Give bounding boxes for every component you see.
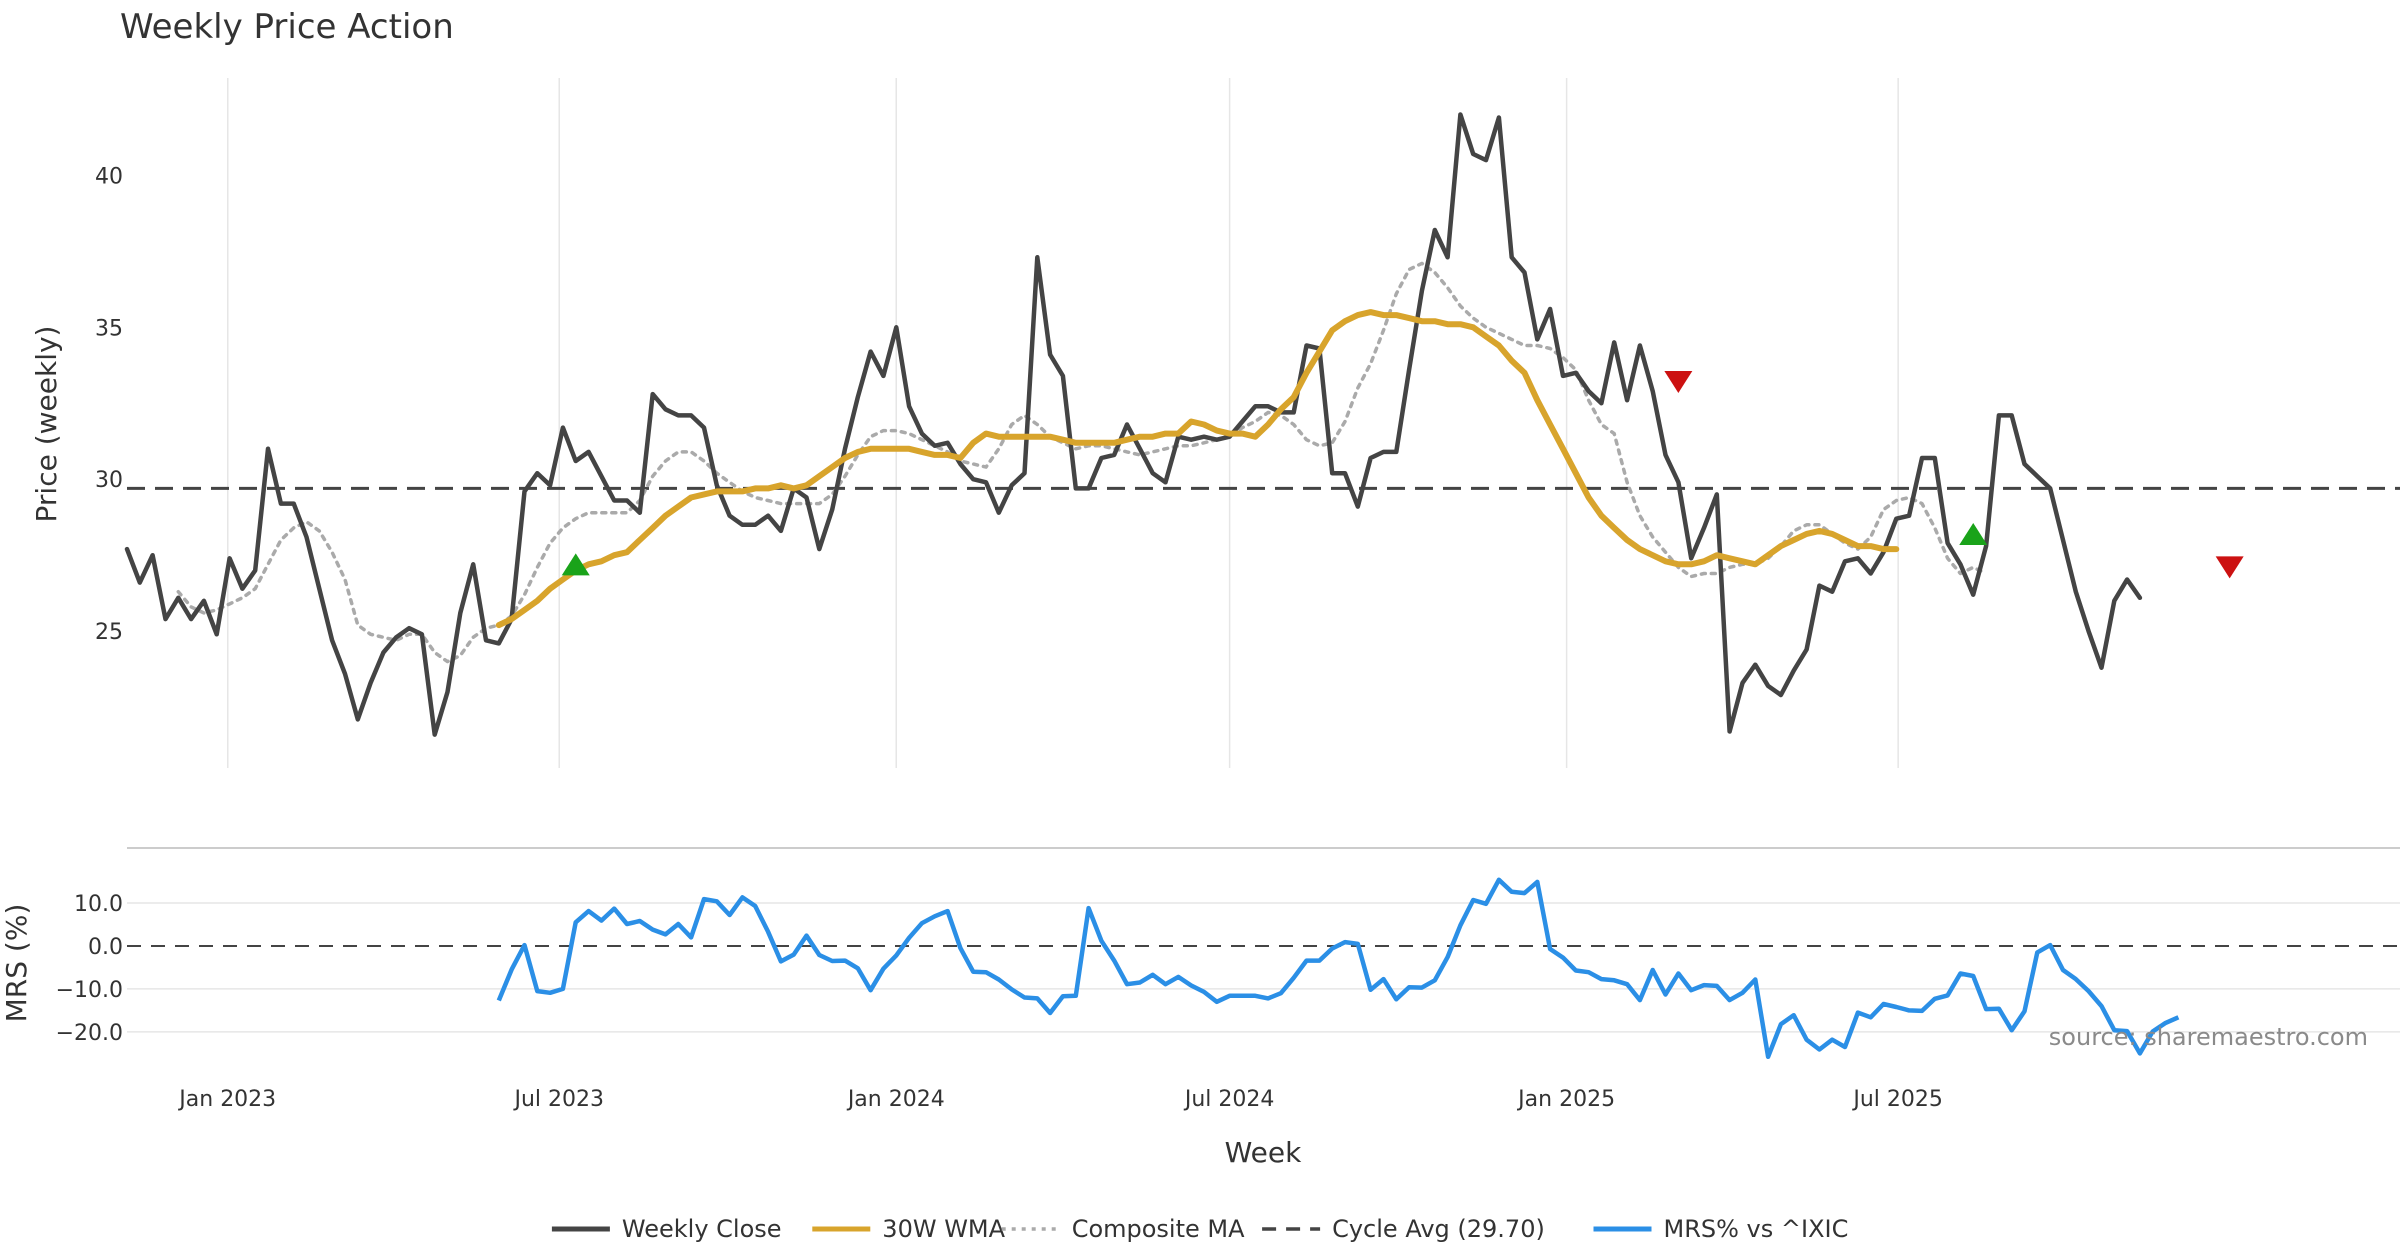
legend-item: Cycle Avg (29.70) (1262, 1215, 1545, 1243)
legend-label: Weekly Close (622, 1215, 782, 1243)
y-tick-label: 25 (95, 620, 123, 645)
gridlines (226, 78, 1899, 768)
x-tick-label: Jul 2025 (1851, 1087, 1943, 1112)
mrs-tick-label: −20.0 (56, 1021, 123, 1046)
mrs-panel: 10.0 0.0 −10.0 −20.0 (56, 877, 2400, 1060)
mrs-tick-label: −10.0 (56, 978, 123, 1003)
legend-label: Cycle Avg (29.70) (1332, 1215, 1545, 1243)
buy-signal-marker (561, 553, 590, 576)
wma-30w-line (495, 309, 1900, 629)
mrs-tick-label: 0.0 (88, 935, 123, 960)
y-ticks: 25 30 35 40 (95, 164, 123, 645)
y-tick-label: 30 (95, 468, 123, 493)
x-tick-label: Jul 2023 (512, 1087, 604, 1112)
legend-item: Composite MA (1001, 1215, 1245, 1243)
sell-signal-marker (1664, 370, 1693, 393)
chart-title: Weekly Price Action (120, 7, 454, 47)
legend-item: MRS% vs ^IXIC (1593, 1215, 1849, 1243)
legend-label: 30W WMA (882, 1215, 1005, 1243)
x-tick-label: Jul 2024 (1183, 1087, 1275, 1112)
y-tick-label: 35 (95, 316, 123, 341)
buy-signal-marker (1959, 522, 1988, 545)
legend-item: Weekly Close (551, 1215, 782, 1243)
composite-ma-line (176, 261, 1988, 664)
x-ticks: Jan 2023 Jul 2023 Jan 2024 Jul 2024 Jan 2025… (177, 1087, 1943, 1112)
mrs-tick-label: 10.0 (74, 892, 123, 917)
x-tick-label: Jan 2025 (1516, 1087, 1615, 1112)
series-lines (124, 112, 2400, 737)
x-axis-label: Week (1225, 1136, 1302, 1169)
sell-signal-marker (2215, 556, 2244, 579)
y-axis-label: Price (weekly) (30, 326, 63, 523)
mrs-line (496, 877, 2180, 1060)
legend-label: MRS% vs ^IXIC (1664, 1215, 1849, 1243)
signal-markers (561, 370, 2244, 579)
legend-label: Composite MA (1072, 1215, 1245, 1243)
legend-item: 30W WMA (812, 1215, 1006, 1243)
y-tick-label: 40 (95, 164, 123, 189)
source-label: source: sharemaestro.com (2049, 1023, 2368, 1051)
mrs-axis-label: MRS (%) (0, 904, 33, 1023)
x-tick-label: Jan 2023 (177, 1087, 276, 1112)
x-tick-label: Jan 2024 (846, 1087, 945, 1112)
legend: Weekly Close 30W WMA Composite MA Cycle Avg… (551, 1215, 1849, 1243)
weekly-close-line (124, 112, 2143, 737)
